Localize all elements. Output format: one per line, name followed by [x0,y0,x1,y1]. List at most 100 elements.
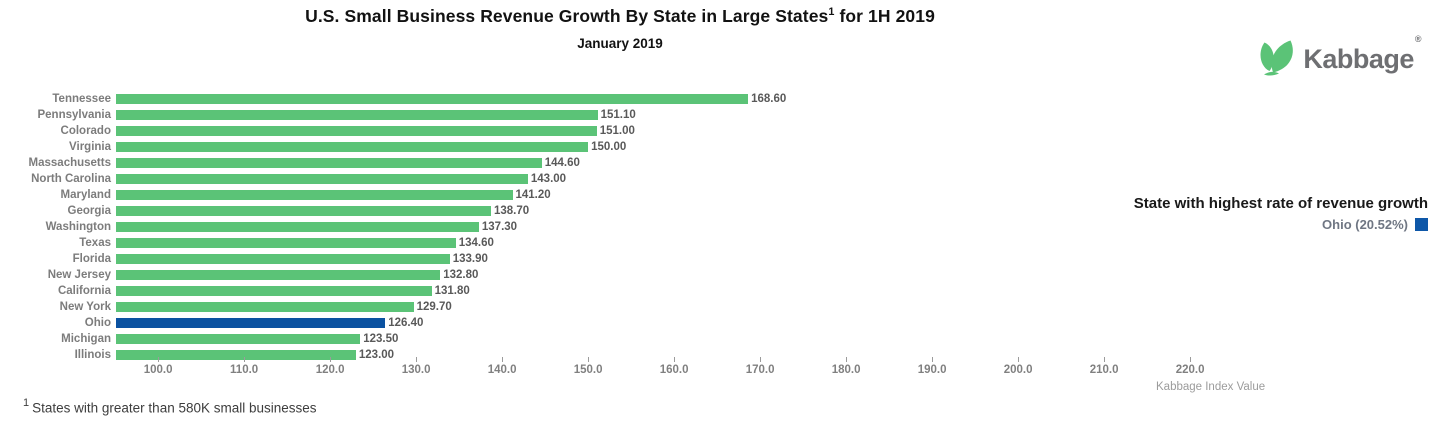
x-tick-label: 180.0 [831,364,861,376]
bar-row: Illinois 123.00 [0,348,395,361]
state-label: Georgia [67,204,111,217]
state-label: Massachusetts [28,156,111,169]
bar [116,285,432,296]
state-label: Ohio [84,316,111,329]
state-label: Maryland [60,188,112,201]
value-label: 151.10 [600,108,636,121]
value-label: 123.00 [358,348,395,361]
x-tick-label: 140.0 [487,364,517,376]
state-label: Texas [79,236,111,249]
bar-row: Virginia 150.00 [0,141,626,153]
footnote-superscript: 1 [23,397,30,409]
state-label: Pennsylvania [37,108,111,121]
kabbage-logo: Kabbage® [1256,34,1422,81]
bar-row: Georgia 138.70 [0,204,530,217]
value-label: 126.40 [388,316,424,329]
bar [116,253,450,264]
bar-row: Florida 133.90 [0,253,488,265]
bar [116,301,414,312]
x-tick-mark [243,357,246,362]
bar [116,157,542,168]
value-label: 137.30 [481,220,518,233]
state-label: Tennessee [52,92,111,105]
legend-entry-ohio: Ohio (20.52%) [1134,217,1428,232]
x-tick-mark [157,357,160,362]
bar-row: California 131.80 [0,285,470,297]
x-tick-label: 100.0 [143,364,173,376]
state-label: New Jersey [47,268,111,281]
bar-highlight [116,317,386,328]
state-label: Virginia [69,140,111,153]
bar [116,109,598,120]
bar-row: Massachusetts 144.60 [0,157,580,169]
x-tick-label: 190.0 [917,364,947,376]
bar [116,125,597,136]
state-label: Florida [72,252,111,265]
kabbage-wordmark: Kabbage® [1303,34,1421,74]
bar [116,173,528,184]
value-label: 132.80 [443,268,479,281]
bar-row: Ohio 126.40 [0,316,424,329]
value-label: 141.20 [515,188,551,201]
legend-swatch-blue [1415,218,1428,231]
value-label: 131.80 [434,284,470,297]
bar-row: Tennessee 168.60 [0,93,786,105]
x-tick-mark [759,357,762,362]
title-main: U.S. Small Business Revenue Growth By St… [305,6,829,26]
registered-mark: ® [1414,34,1422,44]
state-label: California [57,284,111,297]
x-tick-label: 160.0 [659,364,689,376]
value-label: 151.00 [599,124,635,137]
kabbage-leaves-icon [1256,38,1296,81]
legend: State with highest rate of revenue growt… [1134,195,1428,232]
state-label: Illinois [74,348,111,361]
footnote-text: States with greater than 580K small busi… [32,400,317,416]
bar [116,93,749,104]
x-tick-mark [329,357,332,362]
state-label: Colorado [60,124,111,137]
state-label: New York [59,300,111,313]
value-label: 123.50 [363,332,399,345]
title-superscript: 1 [828,6,835,19]
page-title: U.S. Small Business Revenue Growth By St… [0,6,1240,27]
value-label: 168.60 [751,92,787,105]
x-tick-mark [673,357,676,362]
x-tick-label: 220.0 [1175,364,1205,376]
value-label: 138.70 [494,204,530,217]
bar [116,333,361,344]
bar-row: North Carolina 143.00 [0,173,566,185]
state-label: Michigan [61,332,111,345]
bar-row: Washington 137.30 [0,221,517,233]
value-label: 134.60 [458,236,494,249]
x-tick-label: 120.0 [315,364,345,376]
bar [116,237,456,248]
x-tick-label: 110.0 [230,364,259,376]
x-tick-mark [1189,357,1192,362]
bar-row: Pennsylvania 151.10 [0,108,636,121]
value-label: 144.60 [544,156,580,169]
bar-row: Michigan 123.50 [0,333,398,345]
x-tick-label: 170.0 [745,364,775,376]
bar [116,205,491,216]
value-label: 129.70 [416,300,452,313]
value-label: 143.00 [530,172,567,185]
x-tick-mark [501,357,504,362]
x-tick-label: 210.0 [1089,364,1119,376]
x-tick-label: 150.0 [573,364,603,376]
state-label: North Carolina [31,172,111,185]
x-tick-mark [587,357,590,362]
bar-row: New Jersey 132.80 [0,268,479,281]
x-tick-mark [845,357,848,362]
bar-row: New York 129.70 [0,301,452,313]
bar-row: Maryland 141.20 [0,189,551,201]
bar [116,269,441,280]
bar [116,221,479,232]
bar [116,141,589,152]
state-label: Washington [45,220,111,233]
title-tail: for 1H 2019 [834,6,935,26]
x-tick-mark [415,357,418,362]
bar-row: Colorado 151.00 [0,125,635,137]
x-tick-mark [931,357,934,362]
value-label: 133.90 [452,252,488,265]
